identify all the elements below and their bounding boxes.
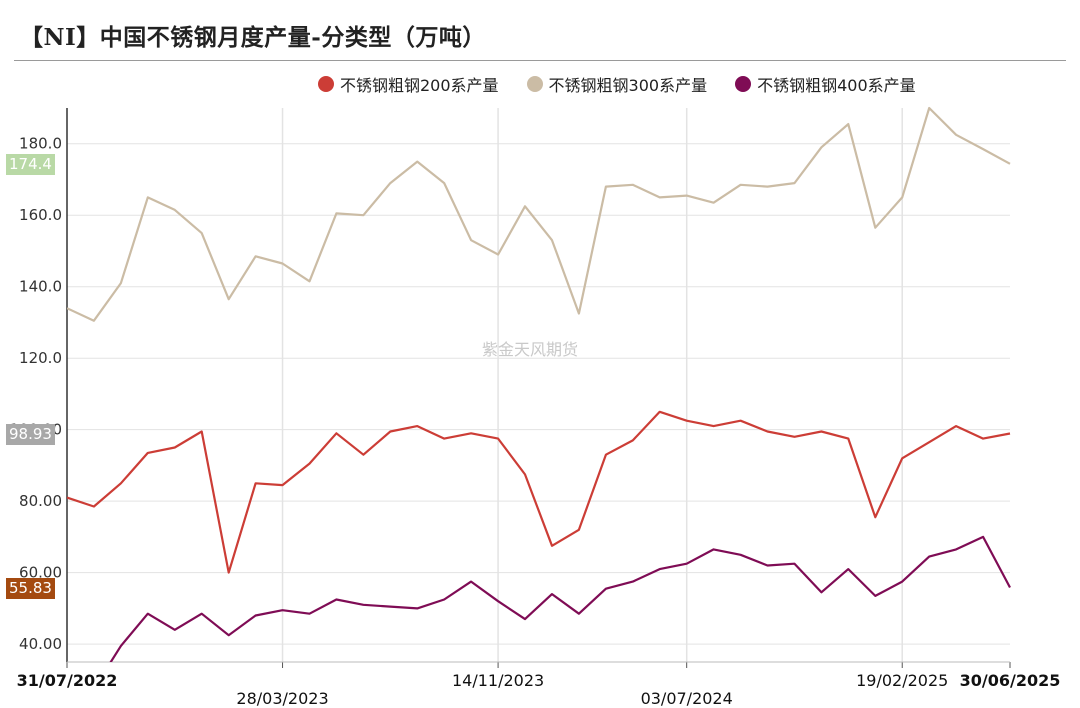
y-tick-label: 140.0	[19, 278, 62, 296]
x-tick-label: 19/02/2025	[856, 671, 948, 690]
last-value-badge-400: 55.83	[6, 577, 55, 599]
x-tick-label: 28/03/2023	[236, 689, 328, 708]
y-tick-label: 80.00	[19, 492, 62, 510]
legend-item-300[interactable]: 不锈钢粗钢300系产量	[526, 72, 708, 96]
legend-marker-300	[526, 76, 543, 92]
legend-item-200[interactable]: 不锈钢粗钢200系产量	[318, 72, 499, 96]
y-tick-label: 40.00	[19, 635, 62, 653]
title-divider	[14, 60, 1066, 61]
series-line-0	[67, 410, 1011, 574]
y-tick-label: 160.0	[19, 206, 62, 224]
x-tick-label: 30/06/2025	[960, 671, 1061, 690]
series-line-1	[67, 106, 1011, 322]
page-title: 【NI】中国不锈钢月度产量-分类型（万吨）	[20, 24, 486, 51]
legend-label-400: 不锈钢粗钢400系产量	[757, 76, 916, 95]
y-tick-label: 120.0	[19, 349, 62, 367]
x-tick-label: 31/07/2022	[17, 671, 118, 690]
legend-marker-200	[318, 76, 334, 92]
last-value-badge-200: 98.93	[6, 423, 55, 445]
watermark: 紫金天风期货	[482, 340, 579, 359]
x-tick-label: 14/11/2023	[452, 671, 544, 690]
y-tick-label: 180.0	[19, 135, 62, 153]
y-tick-label: 60.00	[19, 564, 62, 582]
legend-label-200: 不锈钢粗钢200系产量	[340, 76, 499, 95]
last-value-badge-300: 174.4	[6, 153, 55, 175]
x-tick-label: 03/07/2024	[641, 689, 733, 708]
legend-label-300: 不锈钢粗钢300系产量	[548, 76, 708, 95]
legend-item-400[interactable]: 不锈钢粗钢400系产量	[735, 72, 916, 96]
chart-legend: 不锈钢粗钢200系产量 不锈钢粗钢300系产量 不锈钢粗钢400系产量	[318, 72, 916, 96]
series-line-2	[109, 535, 1011, 662]
legend-marker-400	[735, 76, 752, 92]
